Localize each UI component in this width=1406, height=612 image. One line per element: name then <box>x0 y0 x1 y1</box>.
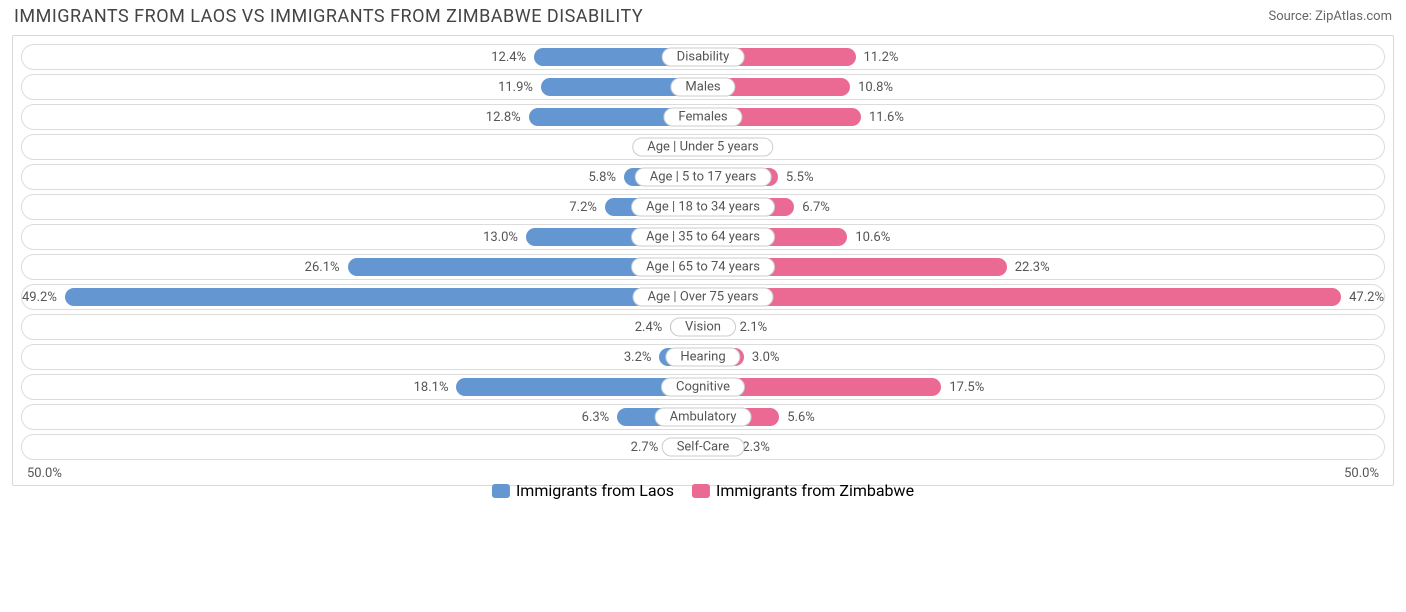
chart-container: 12.4% 11.2% Disability 11.9% 10.8% Males 12.8%… <box>12 35 1394 486</box>
right-value-label: 47.2% <box>1349 290 1384 305</box>
chart-row: 1.3%1.2%Age | Under 5 years <box>13 132 1393 162</box>
axis-right-label: 50.0% <box>703 466 1385 481</box>
right-value-label: 6.7% <box>802 200 830 215</box>
chart-row: 6.3% 5.6% Ambulatory <box>13 402 1393 432</box>
right-value-label: 5.5% <box>786 170 814 185</box>
left-value-label: 11.9% <box>498 80 533 95</box>
chart-row: 18.1% 17.5% Cognitive <box>13 372 1393 402</box>
chart-row: 5.8% 5.5% Age | 5 to 17 years <box>13 162 1393 192</box>
chart-title: IMMIGRANTS FROM LAOS VS IMMIGRANTS FROM … <box>14 6 643 27</box>
chart-row: 2.7% 2.3%Self-Care <box>13 432 1393 462</box>
right-value-label: 11.2% <box>864 50 899 65</box>
chart-row: 7.2% 6.7% Age | 18 to 34 years <box>13 192 1393 222</box>
chart-row: 26.1% 22.3% Age | 65 to 74 years <box>13 252 1393 282</box>
category-badge: Self-Care <box>662 438 745 457</box>
right-bar <box>703 288 1341 306</box>
chart-row: 3.2% 3.0% Hearing <box>13 342 1393 372</box>
left-value-label: 2.7% <box>631 440 659 455</box>
right-value-label: 10.8% <box>858 80 893 95</box>
category-badge: Age | 35 to 64 years <box>631 228 775 247</box>
chart-row: 11.9% 10.8% Males <box>13 72 1393 102</box>
category-badge: Age | 5 to 17 years <box>635 168 772 187</box>
right-value-label: 3.0% <box>752 350 780 365</box>
right-value-label: 5.6% <box>787 410 815 425</box>
right-value-label: 10.6% <box>855 230 890 245</box>
left-bar <box>65 288 703 306</box>
right-value-label: 2.1% <box>740 320 768 335</box>
legend-label: Immigrants from Zimbabwe <box>716 481 914 500</box>
category-badge: Ambulatory <box>655 408 752 427</box>
category-badge: Age | 18 to 34 years <box>631 198 775 217</box>
chart-source: Source: ZipAtlas.com <box>1268 9 1392 24</box>
legend-swatch <box>492 484 510 498</box>
right-value-label: 22.3% <box>1015 260 1050 275</box>
category-badge: Hearing <box>665 348 740 367</box>
left-value-label: 7.2% <box>569 200 597 215</box>
legend-label: Immigrants from Laos <box>516 481 674 500</box>
category-badge: Age | Over 75 years <box>633 288 774 307</box>
category-badge: Vision <box>670 318 736 337</box>
category-badge: Age | Under 5 years <box>632 138 773 157</box>
left-value-label: 2.4% <box>635 320 663 335</box>
left-value-label: 49.2% <box>22 290 57 305</box>
left-value-label: 12.8% <box>486 110 521 125</box>
left-value-label: 13.0% <box>483 230 518 245</box>
left-value-label: 12.4% <box>491 50 526 65</box>
chart-row: 13.0% 10.6% Age | 35 to 64 years <box>13 222 1393 252</box>
right-value-label: 2.3% <box>742 440 770 455</box>
chart-row: 49.2% 47.2% Age | Over 75 years <box>13 282 1393 312</box>
category-badge: Age | 65 to 74 years <box>631 258 775 277</box>
chart-legend: Immigrants from Laos Immigrants from Zimb… <box>492 481 914 500</box>
left-value-label: 6.3% <box>582 410 610 425</box>
chart-row: 2.4% 2.1% Vision <box>13 312 1393 342</box>
legend-item: Immigrants from Laos <box>492 481 674 500</box>
left-value-label: 18.1% <box>414 380 449 395</box>
legend-swatch <box>692 484 710 498</box>
right-value-label: 11.6% <box>869 110 904 125</box>
category-badge: Disability <box>662 48 745 67</box>
axis-left-label: 50.0% <box>21 466 703 481</box>
category-badge: Females <box>663 108 742 127</box>
chart-row: 12.8% 11.6% Females <box>13 102 1393 132</box>
chart-row: 12.4% 11.2% Disability <box>13 42 1393 72</box>
category-badge: Males <box>670 78 735 97</box>
left-value-label: 3.2% <box>624 350 652 365</box>
right-value-label: 17.5% <box>949 380 984 395</box>
left-value-label: 5.8% <box>588 170 616 185</box>
legend-item: Immigrants from Zimbabwe <box>692 481 914 500</box>
category-badge: Cognitive <box>661 378 745 397</box>
left-value-label: 26.1% <box>305 260 340 275</box>
